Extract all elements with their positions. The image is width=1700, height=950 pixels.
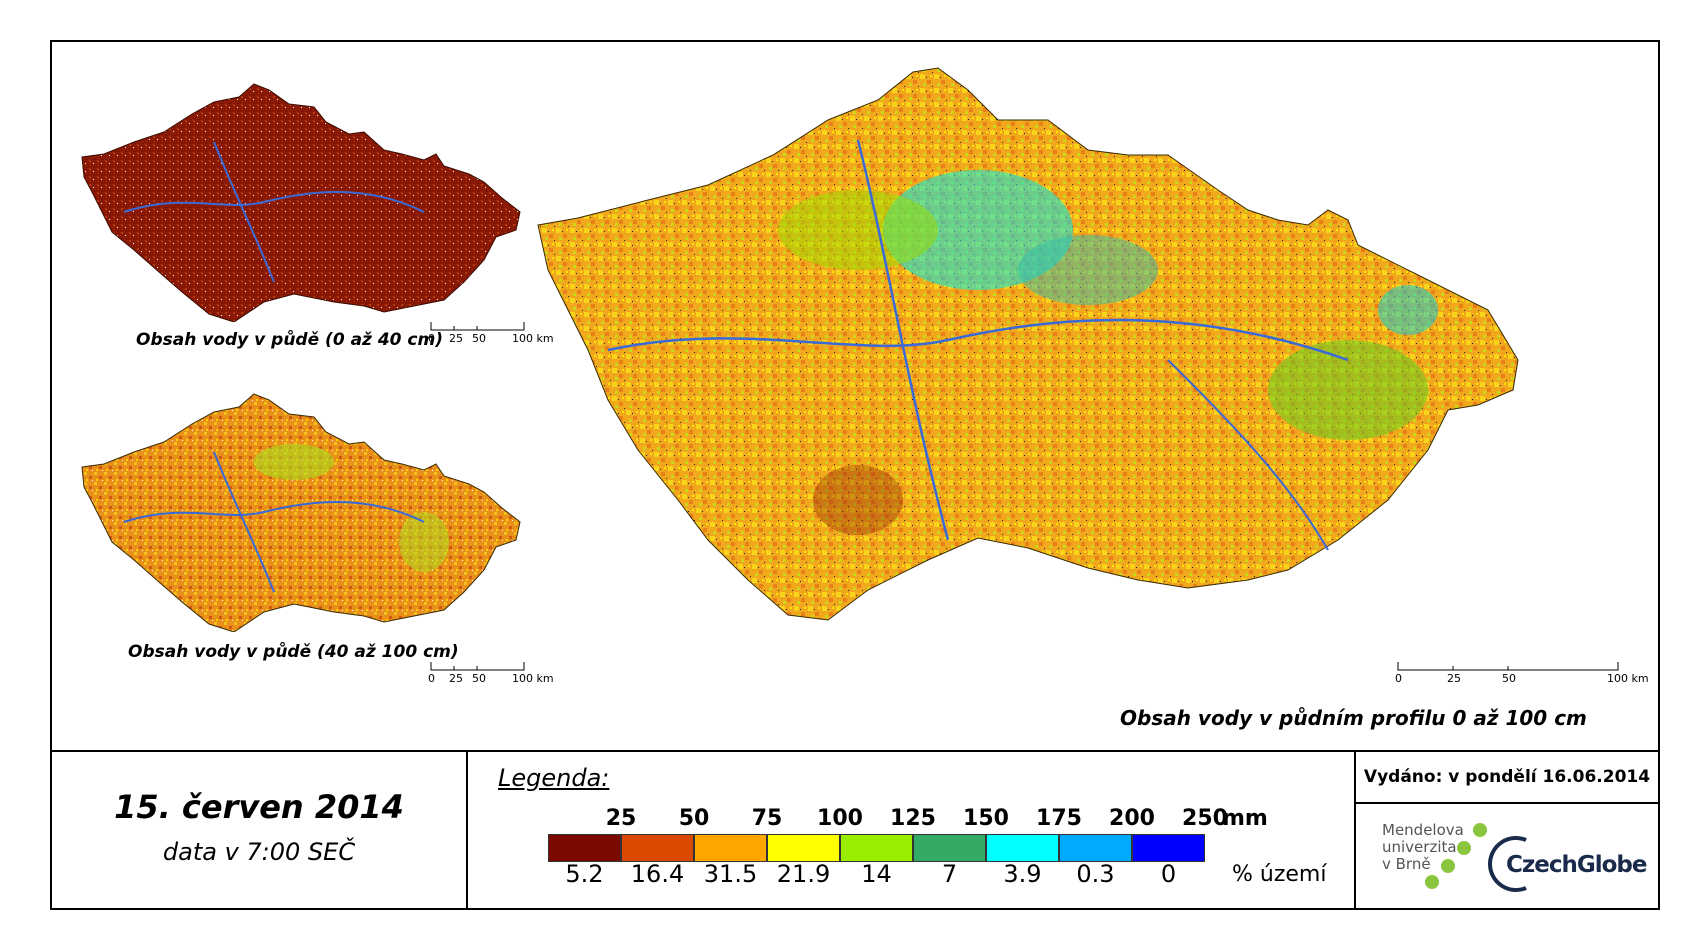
legend-swatch bbox=[840, 834, 913, 862]
scale-label-50: 50 bbox=[472, 672, 486, 685]
mendel-dots-icon bbox=[1425, 823, 1487, 889]
date-title: 15. červen 2014 bbox=[114, 788, 404, 826]
caption-40-100cm: Obsah vody v půdě (40 až 100 cm) bbox=[128, 642, 459, 662]
scale-label-25: 25 bbox=[1447, 672, 1461, 685]
legend-pct-value: 0.3 bbox=[1076, 860, 1115, 888]
legend-threshold-mm: 175 bbox=[1036, 806, 1082, 831]
legend-threshold-mm: 200 bbox=[1109, 806, 1155, 831]
legend-threshold-mm: 50 bbox=[678, 806, 710, 831]
scale-label-0: 0 bbox=[428, 672, 435, 685]
scale-label-100km: 100 km bbox=[512, 332, 554, 345]
legend-swatch bbox=[548, 834, 621, 862]
scale-label-100km: 100 km bbox=[1607, 672, 1649, 685]
legend-pct-value: 16.4 bbox=[630, 860, 685, 888]
issue-date: Vydáno: v pondělí 16.06.2014 bbox=[1356, 752, 1658, 804]
mendel-logo-line: univerzita bbox=[1382, 838, 1457, 856]
legend-pct-value: 21.9 bbox=[776, 860, 831, 888]
scale-bar-main: 0 25 50 100 km bbox=[1395, 662, 1649, 688]
legend-swatch bbox=[986, 834, 1059, 862]
legend-title: Legenda: bbox=[498, 764, 610, 792]
legend-pct-value: 7 bbox=[941, 860, 958, 888]
legend-threshold-mm: 125 bbox=[890, 806, 936, 831]
legend-swatch bbox=[1132, 834, 1205, 862]
legend-unit-mm: mm bbox=[1222, 806, 1268, 831]
legend-swatch bbox=[621, 834, 694, 862]
scale-label-25: 25 bbox=[449, 332, 463, 345]
legend-pct-value: 0 bbox=[1160, 860, 1177, 888]
legend-swatch bbox=[767, 834, 840, 862]
scale-label-0: 0 bbox=[428, 332, 435, 345]
map-soil-profile-0-100cm bbox=[537, 67, 1519, 621]
legend-threshold-mm: 75 bbox=[751, 806, 783, 831]
map-soil-40-100cm bbox=[81, 393, 521, 632]
scale-label-25: 25 bbox=[449, 672, 463, 685]
date-subtitle: data v 7:00 SEČ bbox=[162, 838, 356, 866]
scale-label-50: 50 bbox=[1502, 672, 1516, 685]
date-cell: 15. červen 2014 data v 7:00 SEČ bbox=[52, 752, 468, 908]
mendel-logo-line: Mendelova bbox=[1382, 821, 1464, 839]
legend-pct-value: 31.5 bbox=[703, 860, 758, 888]
caption-profile-0-100cm: Obsah vody v půdním profilu 0 až 100 cm bbox=[1120, 706, 1587, 730]
scale-bar-bottom-left: 0 25 50 100 km bbox=[428, 662, 580, 688]
legend-threshold-mm: 100 bbox=[817, 806, 863, 831]
scale-label-50: 50 bbox=[472, 332, 486, 345]
legend-swatch bbox=[694, 834, 767, 862]
map-area: Obsah vody v půdě (0 až 40 cm) Obsah vod… bbox=[52, 42, 1658, 750]
caption-0-40cm: Obsah vody v půdě (0 až 40 cm) bbox=[136, 330, 443, 350]
map-frame: Obsah vody v půdě (0 až 40 cm) Obsah vod… bbox=[50, 40, 1660, 910]
mendel-logo-line: v Brně bbox=[1382, 855, 1431, 873]
issue-cell: Vydáno: v pondělí 16.06.2014 Mendelova u… bbox=[1356, 752, 1658, 908]
legend-pct-value: 3.9 bbox=[1003, 860, 1042, 888]
czechglobe-wordmark: CzechGlobe bbox=[1506, 852, 1647, 878]
czechglobe-arc-icon bbox=[1488, 836, 1527, 892]
mendel-logo: Mendelova univerzita v Brně bbox=[1382, 822, 1464, 873]
scale-bar-top-left: 0 25 50 100 km bbox=[428, 322, 580, 348]
legend-threshold-mm: 250 bbox=[1182, 806, 1228, 831]
legend-threshold-mm: 25 bbox=[605, 806, 637, 831]
info-panel: 15. červen 2014 data v 7:00 SEČ Legenda:… bbox=[52, 750, 1658, 910]
legend-swatch bbox=[1059, 834, 1132, 862]
scale-label-100km: 100 km bbox=[512, 672, 554, 685]
legend-swatch bbox=[913, 834, 986, 862]
legend-unit-pct: % území bbox=[1232, 862, 1327, 887]
legend-pct-value: 5.2 bbox=[565, 860, 604, 888]
legend-threshold-mm: 150 bbox=[963, 806, 1009, 831]
map-soil-0-40cm bbox=[81, 83, 521, 322]
scale-label-0: 0 bbox=[1395, 672, 1402, 685]
legend: Legenda: 5.2 16.4 31.5 21.9 14 7 3.9 0.3 0 25 50 75… bbox=[468, 752, 1356, 908]
legend-pct-value: 14 bbox=[861, 860, 892, 888]
